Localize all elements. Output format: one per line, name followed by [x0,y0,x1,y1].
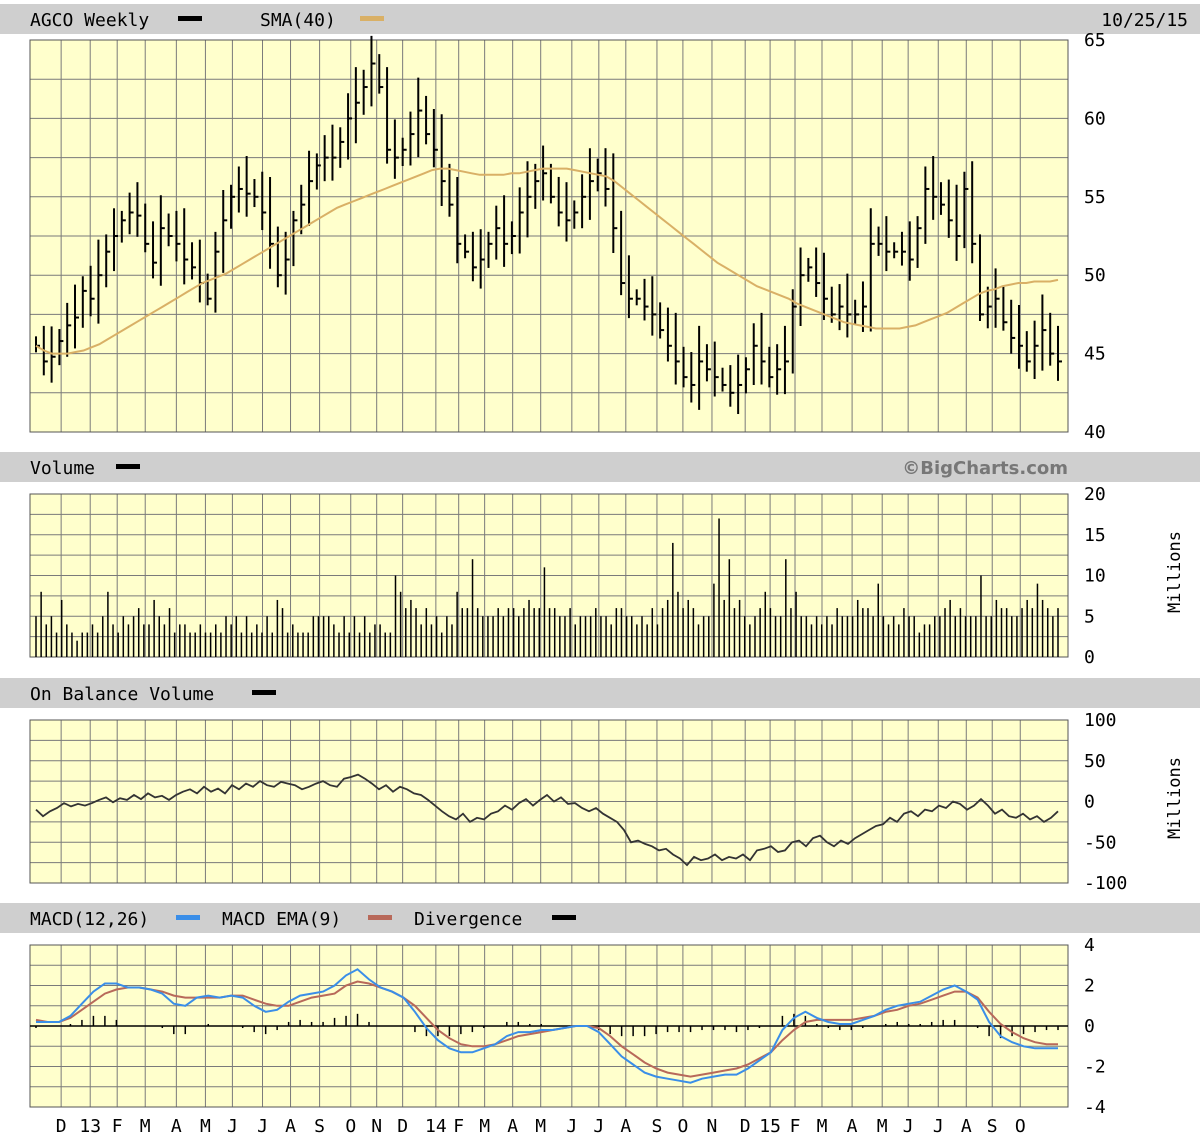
divergence-title: Divergence [414,909,522,930]
x-tick-label-11: N [371,1116,382,1137]
x-tick-label-33: S [987,1116,998,1137]
macd-line [36,968,1058,1084]
x-tick-label-21: S [652,1116,663,1137]
obv-plot-border [29,719,1069,884]
obv-panel: -100 -50 0 50 100 [29,710,1127,894]
x-tick-label-7: J [257,1116,268,1137]
x-tick-label-29: M [877,1116,888,1137]
sma-label: SMA(40) [260,10,336,31]
x-tick-label-8: A [285,1116,296,1137]
macd-panel: -4 -2 0 2 4 [29,935,1106,1118]
header-bar-obv [0,678,1200,708]
x-tick-label-23: N [707,1116,718,1137]
x-tick-label-1: 13 [79,1116,101,1137]
x-tick-label-24: D [740,1116,751,1137]
chart-title: AGCO Weekly [30,10,149,31]
obv-unit-label: Millions [1165,757,1185,839]
x-tick-label-22: O [677,1116,688,1137]
macd-ytick-label-1: -2 [1084,1057,1106,1078]
legend-swatch-volume [116,464,140,469]
x-tick-label-30: J [903,1116,914,1137]
obv-title: On Balance Volume [30,684,214,705]
x-tick-label-4: A [171,1116,182,1137]
legend-swatch-macd [176,915,200,920]
obv-line [35,773,1059,867]
x-tick-label-3: M [140,1116,151,1137]
price-ytick-label-0: 40 [1084,422,1106,443]
x-tick-label-27: M [817,1116,828,1137]
x-tick-label-20: A [620,1116,631,1137]
x-tick-label-32: A [961,1116,972,1137]
obv-ytick-label-4: 100 [1084,710,1117,731]
x-tick-label-12: D [397,1116,408,1137]
x-tick-label-2: F [112,1116,123,1137]
obv-ytick-label-1: -50 [1084,832,1117,853]
x-tick-label-18: J [566,1116,577,1137]
x-tick-label-14: F [453,1116,464,1137]
macd-ytick-label-0: -4 [1084,1097,1106,1118]
macd-ytick-label-4: 4 [1084,935,1095,956]
legend-swatch-obv [252,690,276,695]
macd-ema-title: MACD EMA(9) [222,909,341,930]
obv-ytick-label-0: -100 [1084,873,1127,894]
legend-swatch-sma [360,16,384,21]
x-tick-label-28: A [847,1116,858,1137]
header-bar-volume [0,452,1200,482]
x-tick-label-17: M [535,1116,546,1137]
legend-swatch-price [178,16,202,21]
chart-date: 10/25/15 [1101,10,1188,31]
volume-ytick-label-1: 5 [1084,606,1095,627]
volume-ytick-label-3: 15 [1084,525,1106,546]
x-tick-label-26: F [790,1116,801,1137]
obv-ytick-label-3: 50 [1084,751,1106,772]
x-tick-label-6: J [227,1116,238,1137]
macd-ytick-label-3: 2 [1084,976,1095,997]
price-ytick-label-5: 65 [1084,30,1106,51]
volume-title: Volume [30,458,95,479]
volume-ytick-label-4: 20 [1084,484,1106,505]
legend-swatch-macd-ema [368,915,392,920]
x-tick-label-5: M [200,1116,211,1137]
price-ytick-label-3: 55 [1084,187,1106,208]
x-axis: D 13 F M A M J J A S O N D 14 F M A M J J A S O N D 15 F M A M J J A S O [56,1116,1026,1137]
macd-title: MACD(12,26) [30,909,149,930]
price-ytick-label-4: 60 [1084,108,1106,129]
price-panel: 40 45 50 55 60 65 [29,30,1106,443]
x-tick-label-25: 15 [759,1116,781,1137]
macd-ytick-label-2: 0 [1084,1016,1095,1037]
volume-unit-label: Millions [1165,531,1185,613]
legend-swatch-divergence [552,915,576,920]
x-tick-label-13: 14 [425,1116,447,1137]
price-ytick-label-1: 45 [1084,344,1106,365]
x-tick-label-0: D [56,1116,67,1137]
price-ytick-label-2: 50 [1084,265,1106,286]
x-tick-label-10: O [345,1116,356,1137]
volume-panel: 0 5 10 15 20 [29,484,1106,668]
sma-line [35,167,1059,355]
x-tick-label-34: O [1015,1116,1026,1137]
x-tick-label-9: S [314,1116,325,1137]
macd-ema-line [35,980,1058,1078]
watermark: ©BigCharts.com [902,458,1068,479]
x-tick-label-31: J [933,1116,944,1137]
obv-ytick-label-2: 0 [1084,792,1095,813]
volume-ytick-label-0: 0 [1084,647,1095,668]
x-tick-label-19: J [593,1116,604,1137]
price-plot-border [29,39,1069,433]
x-tick-label-15: M [479,1116,490,1137]
x-tick-label-16: A [507,1116,518,1137]
volume-ytick-label-2: 10 [1084,566,1106,587]
